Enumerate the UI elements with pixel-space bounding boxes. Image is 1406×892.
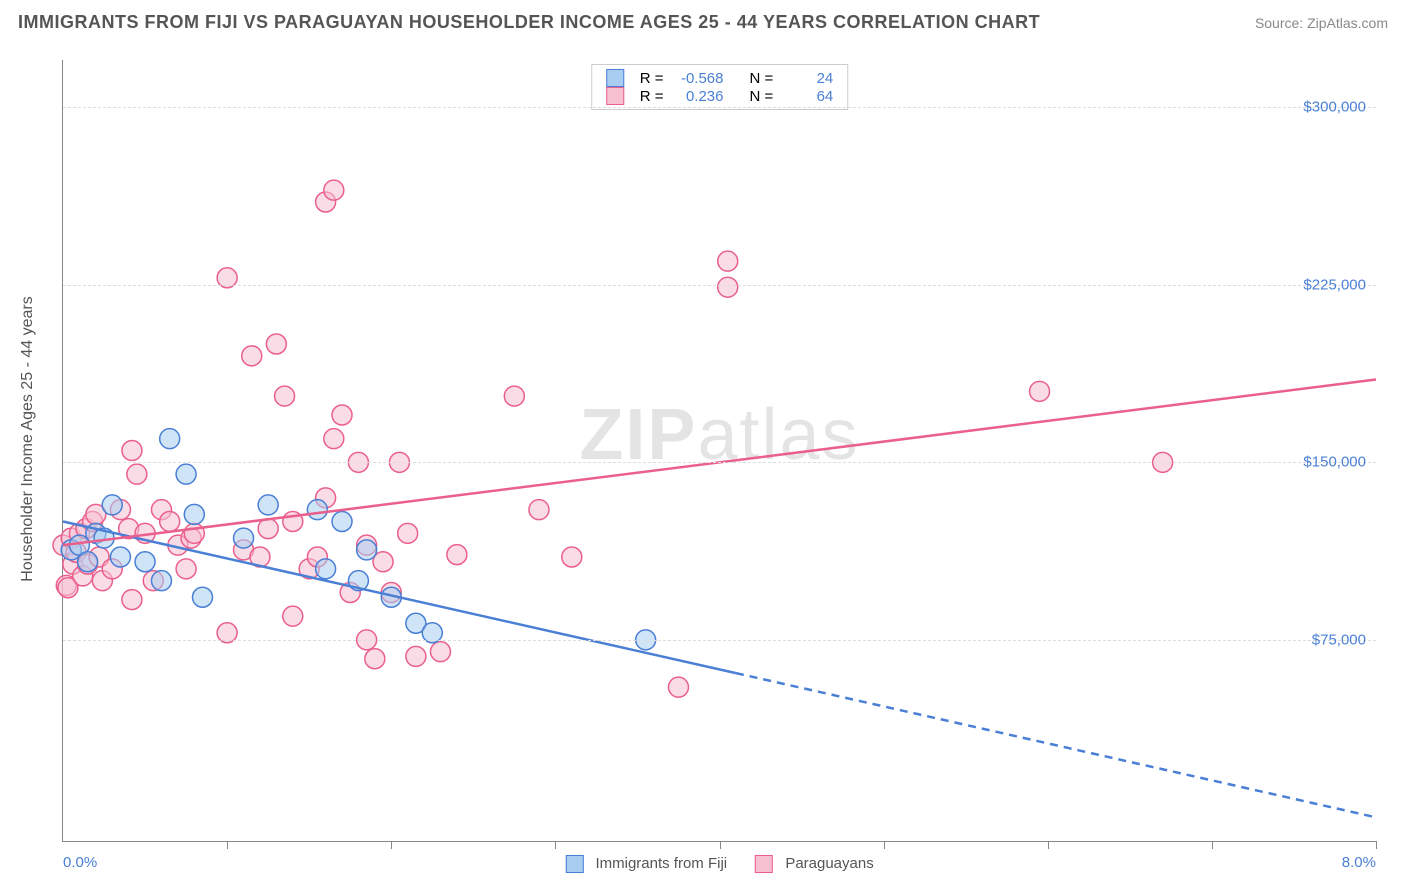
scatter-point xyxy=(176,559,196,579)
scatter-point xyxy=(234,528,254,548)
scatter-point xyxy=(122,441,142,461)
trend-line xyxy=(63,522,736,674)
scatter-point xyxy=(357,540,377,560)
y-axis-label: Householder Income Ages 25 - 44 years xyxy=(19,296,37,582)
legend-item-paraguay: Paraguayans xyxy=(755,855,874,873)
scatter-point xyxy=(184,523,204,543)
x-tick xyxy=(391,841,392,849)
scatter-point xyxy=(718,277,738,297)
y-tick-label: $225,000 xyxy=(1303,276,1366,293)
grid-line xyxy=(63,640,1376,641)
scatter-point xyxy=(324,180,344,200)
scatter-point xyxy=(307,500,327,520)
x-tick xyxy=(884,841,885,849)
y-tick-label: $300,000 xyxy=(1303,99,1366,116)
scatter-point xyxy=(266,334,286,354)
scatter-point xyxy=(160,429,180,449)
scatter-point xyxy=(562,547,582,567)
legend-label-paraguay: Paraguayans xyxy=(785,855,873,872)
scatter-point xyxy=(135,552,155,572)
x-tick xyxy=(555,841,556,849)
scatter-point xyxy=(160,512,180,532)
swatch-paraguay xyxy=(755,855,773,873)
chart-plot-area: ZIPatlas R = -0.568 N = 24 R = 0.236 N =… xyxy=(62,60,1376,842)
x-tick xyxy=(227,841,228,849)
scatter-point xyxy=(529,500,549,520)
x-max-label: 8.0% xyxy=(1342,854,1376,871)
scatter-point xyxy=(447,545,467,565)
y-tick-label: $150,000 xyxy=(1303,454,1366,471)
scatter-point xyxy=(110,547,130,567)
scatter-point xyxy=(718,251,738,271)
x-tick xyxy=(1048,841,1049,849)
scatter-point xyxy=(324,429,344,449)
scatter-point xyxy=(283,606,303,626)
x-tick xyxy=(1212,841,1213,849)
scatter-point xyxy=(193,587,213,607)
swatch-fiji xyxy=(565,855,583,873)
scatter-point xyxy=(258,495,278,515)
y-tick-label: $75,000 xyxy=(1312,631,1366,648)
trend-line xyxy=(736,673,1376,817)
grid-line xyxy=(63,285,1376,286)
scatter-point xyxy=(78,552,98,572)
source-label: Source: ZipAtlas.com xyxy=(1255,15,1388,31)
scatter-point xyxy=(398,523,418,543)
x-tick xyxy=(720,841,721,849)
x-min-label: 0.0% xyxy=(63,854,97,871)
scatter-point xyxy=(332,405,352,425)
scatter-point xyxy=(316,559,336,579)
scatter-point xyxy=(122,590,142,610)
legend-item-fiji: Immigrants from Fiji xyxy=(565,855,727,873)
scatter-point xyxy=(668,677,688,697)
grid-line xyxy=(63,107,1376,108)
scatter-point xyxy=(504,386,524,406)
scatter-point xyxy=(332,512,352,532)
scatter-point xyxy=(151,571,171,591)
scatter-point xyxy=(365,649,385,669)
scatter-point xyxy=(275,386,295,406)
scatter-svg xyxy=(63,60,1376,841)
scatter-point xyxy=(242,346,262,366)
scatter-point xyxy=(102,495,122,515)
legend-label-fiji: Immigrants from Fiji xyxy=(595,855,727,872)
title-bar: IMMIGRANTS FROM FIJI VS PARAGUAYAN HOUSE… xyxy=(18,12,1388,33)
chart-container: IMMIGRANTS FROM FIJI VS PARAGUAYAN HOUSE… xyxy=(0,0,1406,892)
scatter-point xyxy=(176,464,196,484)
scatter-point xyxy=(127,464,147,484)
series-legend: Immigrants from Fiji Paraguayans xyxy=(565,855,873,873)
scatter-point xyxy=(430,642,450,662)
grid-line xyxy=(63,462,1376,463)
scatter-point xyxy=(184,504,204,524)
chart-title: IMMIGRANTS FROM FIJI VS PARAGUAYAN HOUSE… xyxy=(18,12,1040,33)
scatter-point xyxy=(258,519,278,539)
scatter-point xyxy=(1030,381,1050,401)
scatter-point xyxy=(406,646,426,666)
x-tick xyxy=(1376,841,1377,849)
